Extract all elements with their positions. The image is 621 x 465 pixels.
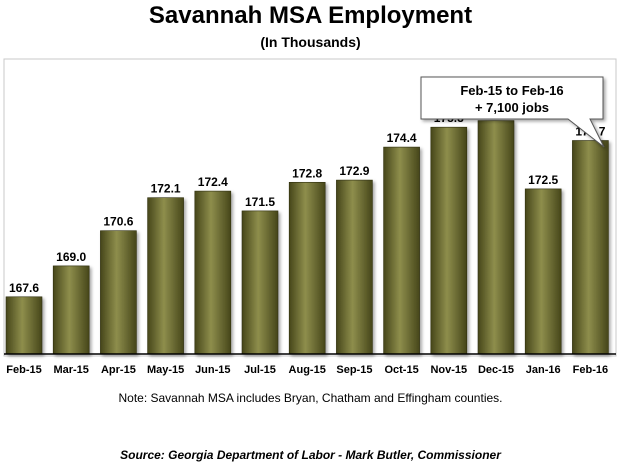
value-label-Mar-15: 169.0	[56, 250, 86, 264]
bar-Jul-15	[241, 210, 279, 355]
value-label-Jul-15: 171.5	[245, 195, 275, 209]
bar-May-15	[147, 197, 184, 355]
x-tick-Apr-15: Apr-15	[101, 364, 136, 376]
value-label-Feb-15: 167.6	[9, 281, 39, 295]
callout-line-1: Feb-15 to Feb-16	[460, 83, 563, 98]
value-label-Apr-15: 170.6	[103, 215, 133, 229]
chart-title: Savannah MSA Employment	[148, 2, 473, 29]
bar-Feb-16	[572, 140, 609, 355]
bar-Mar-15	[52, 265, 90, 355]
bar-Jun-15	[194, 190, 232, 355]
callout-box	[420, 76, 605, 148]
x-tick-Feb-16: Feb-16	[573, 364, 608, 376]
bar-Feb-15	[5, 296, 43, 355]
value-label-Jun-15: 172.4	[198, 175, 228, 189]
bar-Aug-15	[288, 182, 326, 355]
value-label-Sep-15: 172.9	[339, 164, 369, 178]
chart-note: Note: Savannah MSA includes Bryan, Chath…	[118, 391, 503, 405]
bar-Dec-15	[477, 120, 515, 355]
value-label-May-15: 172.1	[151, 182, 181, 196]
x-tick-Jul-15: Jul-15	[244, 364, 276, 376]
x-tick-Dec-15: Dec-15	[478, 364, 514, 376]
chart-source: Source: Georgia Department of Labor - Ma…	[120, 448, 501, 462]
x-tick-Mar-15: Mar-15	[53, 364, 88, 376]
x-tick-May-15: May-15	[147, 364, 184, 376]
x-tick-Oct-15: Oct-15	[384, 364, 418, 376]
bar-Sep-15	[336, 179, 373, 355]
x-tick-labels-layer: Feb-15 Mar-15 Apr-15 May-15 Jun-15 Jul-15 Aug-…	[6, 364, 608, 376]
value-label-Jan-16: 172.5	[528, 173, 558, 187]
bar-Jan-16	[524, 188, 562, 355]
value-label-Aug-15: 172.8	[292, 166, 322, 180]
plot-frame	[3, 58, 617, 357]
chart-subtitle: (In Thousands)	[260, 34, 361, 50]
x-tick-Jan-16: Jan-16	[526, 364, 561, 376]
value-label-Oct-15: 174.4	[387, 131, 417, 145]
bar-Nov-15	[430, 126, 468, 355]
bar-Apr-15	[100, 230, 137, 355]
x-tick-Sep-15: Sep-15	[336, 364, 372, 376]
callout: Feb-15 to Feb-16 + 7,100 jobs	[420, 76, 605, 148]
callout-line-2: + 7,100 jobs	[475, 100, 549, 115]
x-tick-Aug-15: Aug-15	[289, 364, 326, 376]
bars-layer	[5, 120, 609, 355]
x-tick-Jun-15: Jun-15	[195, 364, 230, 376]
x-tick-Nov-15: Nov-15	[430, 364, 467, 376]
x-tick-Feb-15: Feb-15	[6, 364, 41, 376]
bar-Oct-15	[383, 146, 420, 355]
